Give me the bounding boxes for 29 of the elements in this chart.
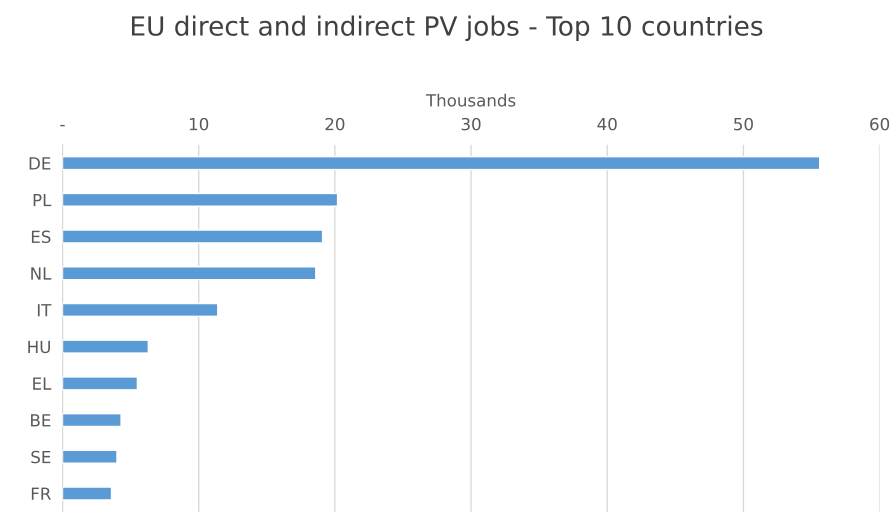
x-tick-label: 30 bbox=[462, 118, 481, 130]
y-tick-label: BE bbox=[31, 414, 50, 426]
y-tick-label: NL bbox=[31, 267, 52, 280]
bar bbox=[62, 302, 218, 318]
bar bbox=[62, 376, 138, 390]
x-tick-label: 20 bbox=[325, 118, 344, 130]
x-tick-label: 50 bbox=[734, 118, 753, 130]
x-tick-label: 40 bbox=[597, 118, 617, 130]
bar bbox=[62, 266, 317, 280]
x-tick-label: 10 bbox=[190, 118, 208, 130]
bar bbox=[62, 156, 820, 170]
y-tick-label: HU bbox=[28, 340, 50, 354]
x-axis-title: Thousands bbox=[426, 94, 516, 107]
y-tick-label: PL bbox=[34, 194, 52, 206]
y-tick-label: FR bbox=[32, 488, 51, 500]
bar bbox=[62, 229, 324, 244]
y-tick-label: ES bbox=[32, 230, 50, 244]
bar bbox=[62, 486, 112, 501]
y-tick-label: DE bbox=[30, 157, 50, 170]
chart-title: EU direct and indirect PV jobs - Top 10 countries bbox=[132, 16, 762, 42]
y-tick-label: IT bbox=[38, 304, 52, 316]
bar bbox=[62, 192, 338, 207]
bar bbox=[62, 412, 122, 428]
y-tick-label: EL bbox=[33, 378, 52, 390]
x-tick-label: 60 bbox=[870, 118, 890, 130]
bar bbox=[62, 450, 118, 464]
bar bbox=[62, 340, 149, 354]
x-tick-label: - bbox=[60, 124, 65, 126]
y-tick-label: SE bbox=[31, 450, 50, 464]
